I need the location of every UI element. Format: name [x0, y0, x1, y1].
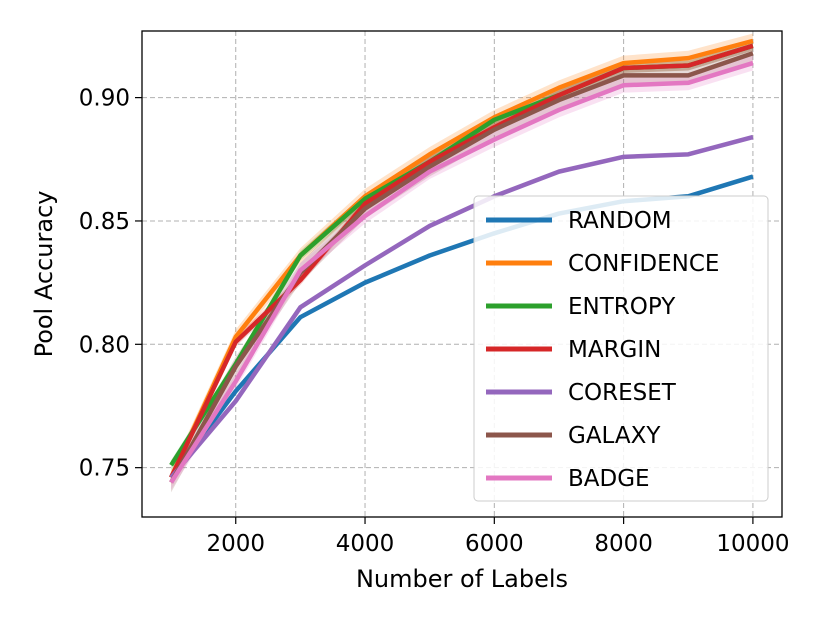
- x-tick-label: 2000: [206, 531, 265, 557]
- legend-label-random: RANDOM: [568, 208, 672, 234]
- margin-line: [169, 43, 754, 479]
- confidence-line: [169, 38, 754, 479]
- legend-label-margin: MARGIN: [568, 337, 661, 363]
- y-tick-label: 0.80: [79, 332, 130, 358]
- x-axis-label: Number of Labels: [356, 565, 568, 593]
- galaxy-line: [169, 51, 754, 484]
- legend-label-galaxy: GALAXY: [568, 423, 661, 449]
- x-tick-label: 8000: [594, 531, 653, 557]
- y-tick-label: 0.90: [79, 86, 130, 112]
- x-tick-label: 4000: [336, 531, 395, 557]
- legend-label-coreset: CORESET: [568, 380, 677, 406]
- y-tick-label: 0.85: [79, 209, 130, 235]
- y-tick-label: 0.75: [79, 456, 130, 482]
- plot-frame: [141, 30, 783, 518]
- y-axis-label: Pool Accuracy: [30, 191, 58, 358]
- x-tick-label: 10000: [716, 531, 789, 557]
- legend: RANDOM CONFIDENCE ENTROPY MARGIN CORESET GALA…: [473, 195, 769, 502]
- legend-label-badge: BADGE: [568, 466, 650, 492]
- legend-label-entropy: ENTROPY: [568, 294, 676, 320]
- legend-label-confidence: CONFIDENCE: [568, 251, 719, 277]
- badge-line: [169, 60, 754, 484]
- x-tick-label: 6000: [465, 531, 524, 557]
- axis-ticks: 2000 4000 6000 8000 10000 0.75 0.80 0.85 0.90: [79, 86, 790, 557]
- coreset-line: [169, 134, 754, 479]
- legend-box: [473, 195, 769, 502]
